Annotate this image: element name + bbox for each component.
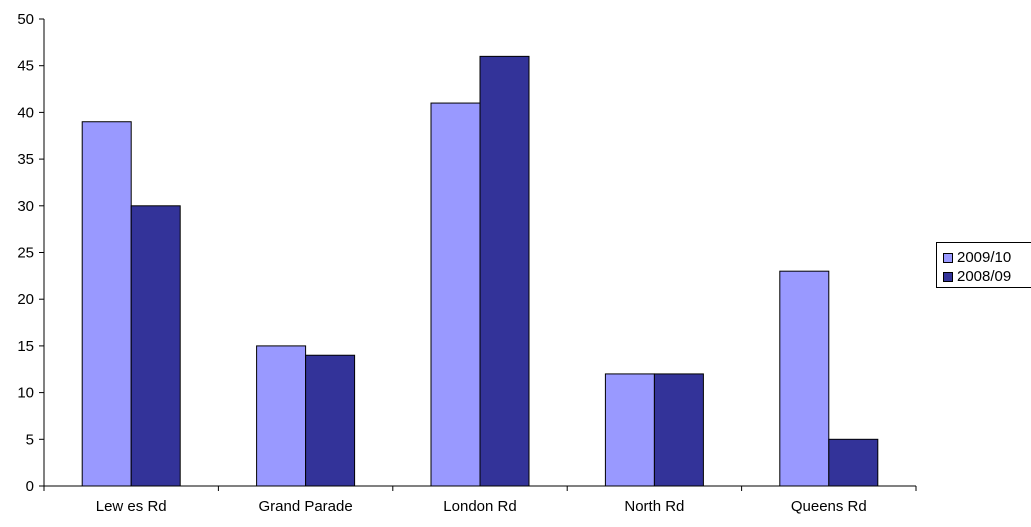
x-tick-label: London Rd (443, 498, 516, 515)
y-axis-ticks: 0 5 10 15 20 25 30 35 40 45 50 (17, 11, 44, 495)
x-tick-label: Lew es Rd (96, 498, 167, 515)
bar-series-2 (305, 354, 356, 487)
y-tick-label: 30 (17, 198, 34, 215)
y-tick-label: 45 (17, 58, 34, 75)
legend-item-series-2: 2008/09 (943, 268, 1011, 285)
legend-label-series-2: 2008/09 (957, 268, 1012, 285)
bar-series-2 (130, 205, 181, 487)
legend-item-series-1: 2009/10 (943, 249, 1011, 266)
y-tick-label: 20 (17, 291, 34, 308)
legend-swatch-series-1 (943, 252, 953, 263)
y-tick-label: 25 (17, 245, 34, 262)
y-tick-label: 10 (17, 385, 34, 402)
chart-legend: 2009/10 2008/09 (936, 242, 1031, 288)
legend-swatch-series-2 (943, 271, 953, 282)
y-tick-label: 5 (26, 431, 34, 448)
bars-group (81, 55, 879, 487)
bar-series-2 (828, 438, 879, 487)
bar-series-1 (779, 270, 830, 487)
bar-series-1 (604, 373, 655, 487)
bar-series-1 (81, 121, 132, 487)
bar-series-2 (653, 373, 704, 487)
x-tick-label: Grand Parade (258, 498, 352, 515)
bar-series-2 (479, 55, 530, 487)
y-tick-label: 50 (17, 11, 34, 28)
y-tick-label: 35 (17, 151, 34, 168)
bar-series-1 (256, 345, 307, 487)
legend-label-series-1: 2009/10 (957, 249, 1012, 266)
y-tick-label: 40 (17, 104, 34, 121)
y-tick-label: 0 (26, 478, 34, 495)
y-tick-label: 15 (17, 338, 34, 355)
x-tick-label: Queens Rd (791, 498, 867, 515)
bar-series-1 (430, 102, 481, 487)
x-tick-label: North Rd (624, 498, 684, 515)
x-axis-ticks: Lew es Rd Grand Parade London Rd North Rd Qu… (43, 486, 917, 515)
